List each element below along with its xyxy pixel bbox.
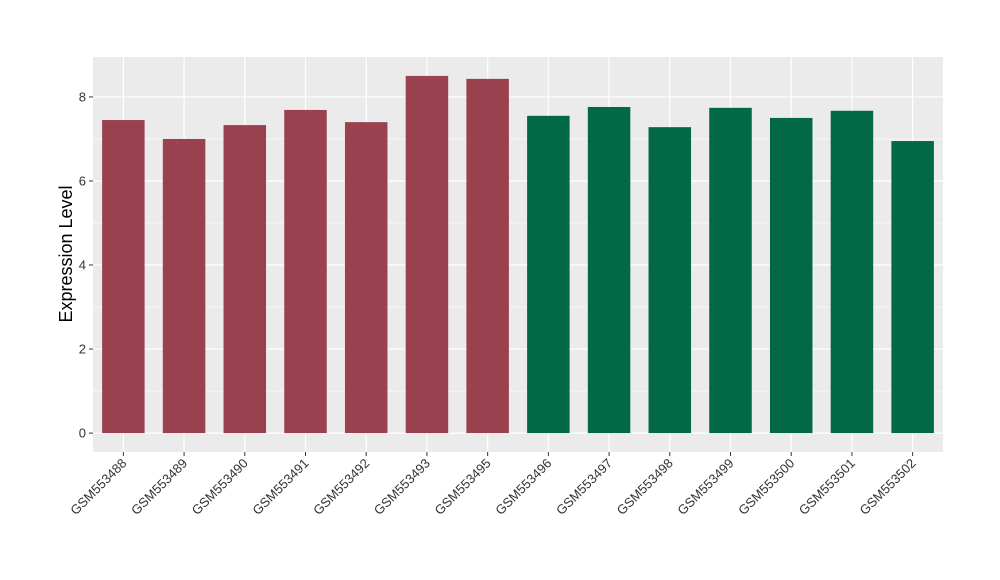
y-tick-label: 0 (79, 426, 86, 441)
bar-GSM553501 (830, 110, 874, 434)
bar-GSM553493 (405, 75, 449, 434)
bars (102, 75, 934, 434)
x-tick-label: GSM553500 (735, 456, 797, 518)
y-tick-label: 6 (79, 173, 86, 188)
bar-GSM553502 (891, 141, 934, 434)
y-tick-label: 8 (79, 89, 86, 104)
bar-GSM553491 (284, 109, 327, 434)
x-tick-label: GSM553499 (674, 456, 736, 518)
y-tick-label: 4 (79, 258, 86, 273)
x-tick-label: GSM553493 (371, 456, 433, 518)
bar-GSM553499 (709, 107, 752, 434)
bar-GSM553498 (648, 127, 692, 434)
bar-GSM553488 (102, 120, 145, 434)
y-axis: 0 2 4 6 8 (79, 89, 93, 441)
x-tick-label: GSM553488 (67, 456, 129, 518)
x-tick-label: GSM553492 (310, 456, 372, 518)
x-tick-label: GSM553490 (189, 456, 251, 518)
x-tick-label: GSM553498 (614, 456, 676, 518)
bar-GSM553500 (769, 117, 813, 434)
x-tick-label: GSM553496 (492, 456, 554, 518)
x-tick-label: GSM553489 (128, 456, 190, 518)
bar-GSM553490 (223, 125, 267, 434)
bar-GSM553492 (344, 122, 388, 434)
x-tick-label: GSM553502 (857, 456, 919, 518)
x-axis: GSM553488GSM553489GSM553490GSM553491GSM5… (67, 452, 919, 518)
bar-GSM553497 (587, 107, 631, 434)
x-tick-label: GSM553491 (249, 456, 311, 518)
y-tick-label: 2 (79, 342, 86, 357)
bar-GSM553495 (466, 78, 509, 434)
x-tick-label: GSM553495 (432, 456, 494, 518)
x-tick-label: GSM553497 (553, 456, 615, 518)
x-tick-label: GSM553501 (796, 456, 858, 518)
bar-GSM553496 (527, 115, 570, 434)
bar-GSM553489 (162, 138, 206, 434)
y-axis-title: Expression Level (56, 185, 76, 322)
plot-panel (93, 57, 943, 452)
